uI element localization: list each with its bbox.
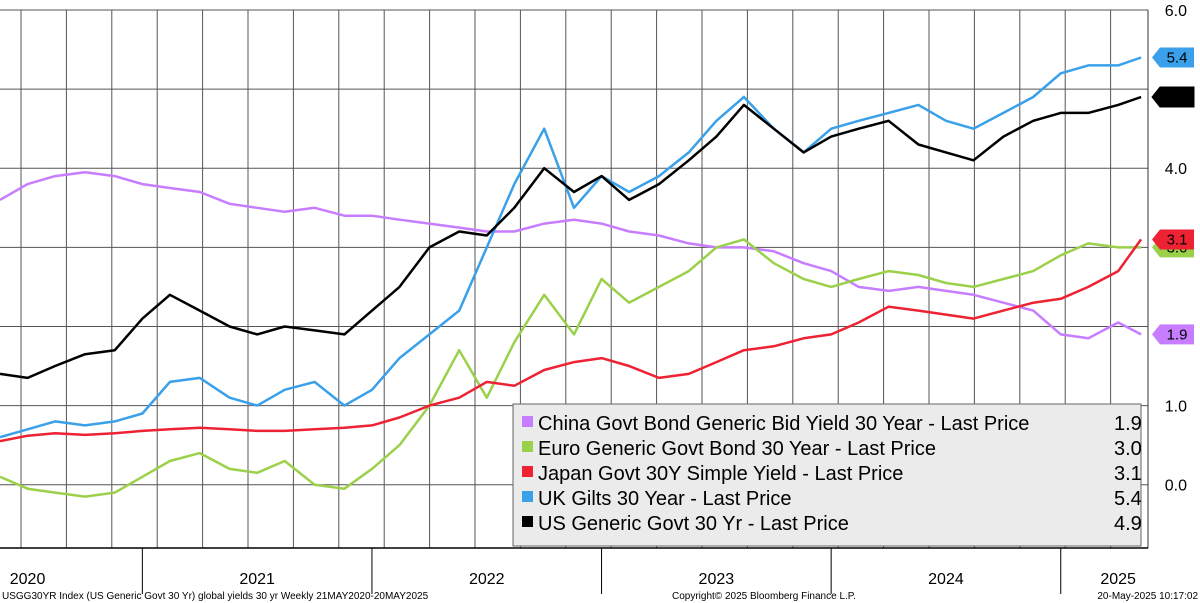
x-tick-label: 2021 (239, 571, 275, 588)
legend-label-japan: Japan Govt 30Y Simple Yield - Last Price (538, 463, 903, 485)
x-tick-label: 2025 (1100, 571, 1136, 588)
footer-source: USGG30YR Index (US Generic Govt 30 Yr) g… (2, 591, 429, 602)
legend: China Govt Bond Generic Bid Yield 30 Yea… (512, 403, 1142, 547)
x-tick-label: 2024 (928, 571, 964, 588)
footer-timestamp: 20-May-2025 10:17:02 (1097, 591, 1198, 602)
x-axis: 2020 2021 2022 2023 2024 2025 (0, 547, 1148, 594)
legend-label-china: China Govt Bond Generic Bid Yield 30 Yea… (538, 413, 1029, 435)
x-tick-label: 2023 (699, 571, 735, 588)
x-tick-label: 2022 (469, 571, 505, 588)
legend-swatch-us (522, 516, 533, 527)
last-value-text: 3.1 (1167, 231, 1188, 248)
series-line-4 (0, 95, 1142, 380)
legend-label-euro: Euro Generic Govt Bond 30 Year - Last Pr… (538, 438, 936, 460)
last-value-badge: 4.9 (1151, 86, 1195, 108)
legend-value-uk: 5.4 (1114, 488, 1142, 510)
legend-label-us: US Generic Govt 30 Yr - Last Price (538, 513, 849, 535)
y-tick-label: 6.0 (1165, 3, 1187, 20)
last-value-text: 4.9 (1167, 89, 1188, 106)
x-tick-label: 2020 (10, 571, 46, 588)
last-value-text: 5.4 (1167, 49, 1188, 66)
legend-swatch-japan (522, 466, 533, 477)
footer-copyright: Copyright© 2025 Bloomberg Finance L.P. (672, 591, 856, 602)
legend-label-uk: UK Gilts 30 Year - Last Price (538, 488, 791, 510)
y-axis-ticks: 6.0 4.0 1.0 0.0 (1165, 3, 1187, 495)
legend-swatch-uk (522, 491, 533, 502)
y-tick-label: 1.0 (1165, 399, 1187, 416)
last-value-text: 1.9 (1167, 326, 1188, 343)
last-value-badge: 1.9 (1152, 324, 1194, 345)
series-line-1 (0, 238, 1142, 498)
legend-value-japan: 3.1 (1114, 463, 1142, 485)
series-lines (0, 56, 1143, 498)
series-line-3 (0, 56, 1142, 439)
y-tick-label: 0.0 (1165, 478, 1187, 495)
series-line-2 (0, 238, 1143, 443)
legend-swatch-china (522, 416, 533, 427)
last-value-badges: 1.93.03.15.44.9 (1151, 47, 1195, 345)
legend-value-us: 4.9 (1114, 513, 1142, 535)
legend-value-euro: 3.0 (1114, 438, 1142, 460)
legend-swatch-euro (522, 441, 533, 452)
last-value-badge: 3.1 (1152, 229, 1194, 250)
legend-value-china: 1.9 (1114, 413, 1142, 435)
last-value-badge: 5.4 (1152, 47, 1194, 68)
y-tick-label: 4.0 (1165, 161, 1187, 178)
series-line-0 (0, 170, 1142, 340)
